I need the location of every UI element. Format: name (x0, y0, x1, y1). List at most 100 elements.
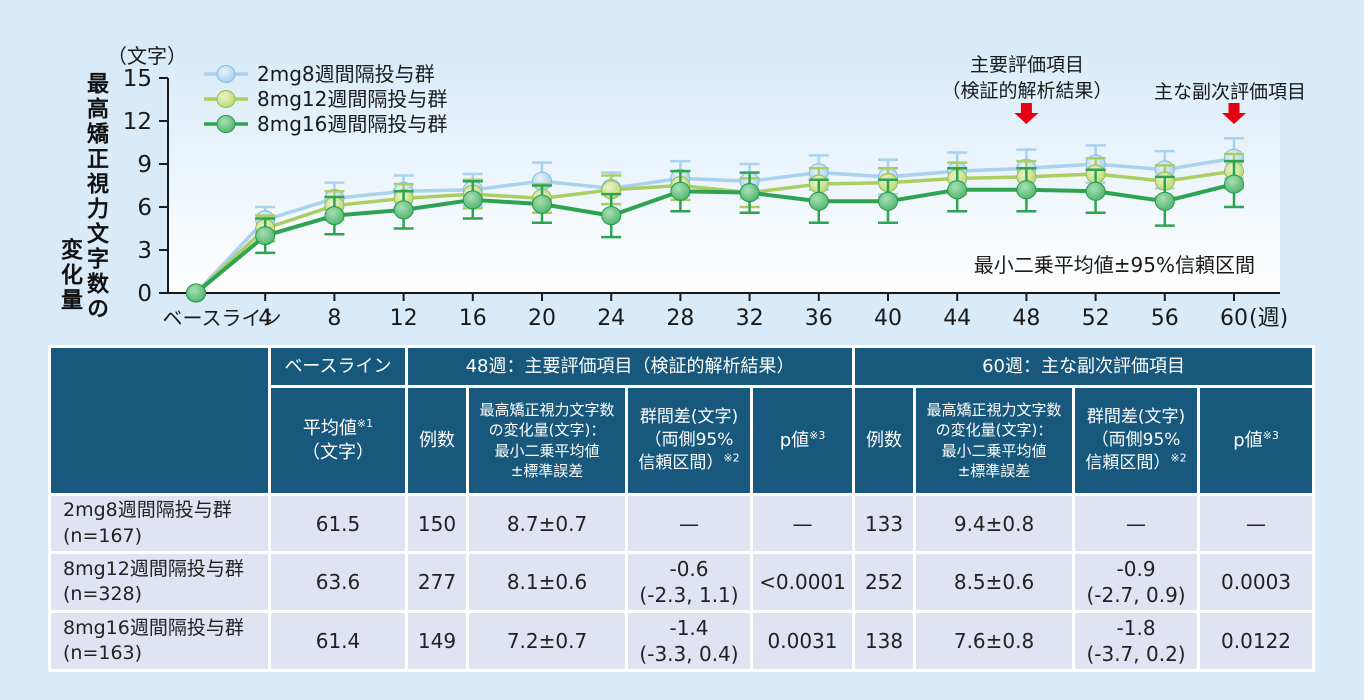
series-2 (186, 159, 1244, 303)
legend-label: 2mg8週間隔投与群 (257, 61, 435, 86)
svg-text:3: 3 (137, 238, 152, 264)
cell-n-48w: 150 (405, 492, 469, 555)
header-baseline-mean: 平均値※1 （文字） (268, 385, 408, 496)
header-pvalue-60w: p値※3 (1197, 385, 1316, 496)
header-pvalue-text: p値 (779, 429, 810, 451)
cell-diff-60w: — (1072, 492, 1201, 555)
svg-text:12: 12 (390, 306, 418, 331)
svg-text:44: 44 (943, 306, 971, 331)
header-pvalue-48w: p値※3 (749, 385, 856, 496)
header-diff-text: 群間差(文字) （両側95% 信頼区間） (1085, 407, 1186, 473)
svg-text:20: 20 (528, 306, 556, 331)
y-axis-title: 最高矯正視力文字数の (83, 72, 108, 322)
header-n-60w: 例数 (852, 385, 917, 496)
cell-change-60w: 9.4±0.8 (913, 492, 1076, 555)
svg-text:0: 0 (137, 281, 152, 307)
footnote-marker: ※3 (1262, 428, 1279, 442)
annotation-text: 主な副次評価項目 (1153, 81, 1306, 103)
cell-diff-60w: -0.9 (-2.7, 0.9) (1072, 551, 1201, 614)
header-week48: 48週：主要評価項目（検証的解析結果） (404, 345, 856, 388)
primary-endpoint-annotation: 主要評価項目 （検証的解析結果） (905, 53, 1149, 104)
header-diff-60w: 群間差(文字) （両側95% 信頼区間）※2 (1072, 385, 1201, 496)
cell-n-60w: 252 (852, 551, 917, 614)
legend-label: 8mg16週間隔投与群 (257, 111, 448, 136)
legend-item: 8mg16週間隔投与群 (203, 111, 447, 136)
svg-text:40: 40 (874, 306, 902, 331)
cell-pvalue-60w: — (1197, 492, 1316, 555)
svg-text:16: 16 (459, 306, 487, 331)
svg-text:9: 9 (137, 152, 152, 178)
annotation-text: 主要評価項目 (969, 54, 1084, 76)
cell-pvalue-48w: — (749, 492, 856, 555)
header-week60: 60週：主な副次評価項目 (852, 345, 1316, 388)
svg-text:6: 6 (137, 195, 152, 221)
cell-change-48w: 7.2±0.7 (466, 610, 628, 673)
header-diff-48w: 群間差(文字) （両側95% 信頼区間）※2 (625, 385, 753, 496)
svg-text:32: 32 (736, 306, 764, 331)
cell-baseline-mean: 61.4 (268, 610, 408, 673)
svg-text:8: 8 (327, 306, 341, 331)
error-bar-note: 最小二乗平均値±95%信頼区間 (973, 253, 1255, 277)
table-corner-cell (48, 345, 271, 496)
cell-change-48w: 8.7±0.7 (466, 492, 628, 555)
cell-pvalue-60w: 0.0122 (1197, 610, 1316, 673)
legend-marker-8mg16w-icon (204, 114, 248, 133)
footnote-marker: ※2 (723, 451, 740, 465)
results-table-container: ベースライン 48週：主要評価項目（検証的解析結果） 60週：主な副次評価項目 … (48, 345, 1316, 673)
cell-pvalue-48w: <0.0001 (749, 551, 856, 614)
cell-n-60w: 138 (852, 610, 917, 673)
cell-diff-60w: -1.8 (-3.7, 0.2) (1072, 610, 1201, 673)
footnote-marker: ※3 (809, 428, 826, 442)
row-label: 2mg8週間隔投与群 (n=167) (48, 492, 271, 555)
legend-marker-8mg12w-icon (204, 89, 248, 108)
cell-n-48w: 277 (405, 551, 469, 614)
svg-text:56: 56 (1151, 306, 1179, 331)
results-table: ベースライン 48週：主要評価項目（検証的解析結果） 60週：主な副次評価項目 … (48, 345, 1316, 673)
y-axis-title-line2: 変化量 (57, 238, 82, 313)
cell-change-60w: 8.5±0.6 (913, 551, 1076, 614)
legend: 2mg8週間隔投与群 8mg12週間隔投与群 8mg16週間隔投与群 (203, 61, 447, 136)
header-mean-unit: （文字） (302, 441, 374, 463)
row-label: 8mg16週間隔投与群 (n=163) (48, 610, 271, 673)
table-row-8mg16w: 8mg16週間隔投与群 (n=163) 61.4 149 7.2±0.7 -1.… (48, 610, 1316, 673)
cell-n-48w: 149 (405, 610, 469, 673)
svg-text:15: 15 (123, 66, 152, 92)
footnote-marker: ※2 (1170, 451, 1187, 465)
svg-text:28: 28 (666, 306, 694, 331)
legend-marker-2mg8w-icon (204, 64, 248, 83)
legend-item: 8mg12週間隔投与群 (203, 86, 447, 111)
svg-text:60: 60 (1220, 306, 1248, 331)
header-mean-text: 平均値 (302, 418, 357, 440)
cell-diff-48w: — (625, 492, 753, 555)
svg-text:52: 52 (1082, 306, 1110, 331)
table-row-2mg8w: 2mg8週間隔投与群 (n=167) 61.5 150 8.7±0.7 — — … (48, 492, 1316, 555)
cell-n-60w: 133 (852, 492, 917, 555)
header-pvalue-text: p値 (1233, 429, 1263, 451)
cell-pvalue-48w: 0.0031 (749, 610, 856, 673)
svg-text:24: 24 (597, 306, 625, 331)
cell-change-48w: 8.1±0.6 (466, 551, 628, 614)
y-axis-unit-label: （文字） (107, 44, 187, 68)
annotation-text: （検証的解析結果） (941, 79, 1113, 102)
svg-text:12: 12 (123, 109, 152, 135)
svg-text:(週): (週) (1249, 306, 1288, 331)
footnote-marker: ※1 (356, 417, 374, 431)
legend-item: 2mg8週間隔投与群 (203, 61, 447, 86)
cell-pvalue-60w: 0.0003 (1197, 551, 1316, 614)
cell-baseline-mean: 61.5 (268, 492, 408, 555)
cell-diff-48w: -0.6 (-2.3, 1.1) (625, 551, 753, 614)
secondary-endpoint-annotation: 主な副次評価項目 (1108, 80, 1352, 106)
cell-change-60w: 7.6±0.8 (913, 610, 1076, 673)
header-baseline: ベースライン (268, 345, 408, 388)
svg-text:48: 48 (1012, 306, 1040, 331)
svg-text:ベースライン: ベースライン (163, 306, 282, 330)
cell-baseline-mean: 63.6 (268, 551, 408, 614)
header-diff-text: 群間差(文字) （両側95% 信頼区間） (638, 407, 739, 473)
table-row-8mg12w: 8mg12週間隔投与群 (n=328) 63.6 277 8.1±0.6 -0.… (48, 551, 1316, 614)
header-n-48w: 例数 (405, 385, 469, 496)
svg-text:4: 4 (258, 306, 272, 331)
row-label: 8mg12週間隔投与群 (n=328) (48, 551, 271, 614)
legend-label: 8mg12週間隔投与群 (257, 86, 448, 111)
